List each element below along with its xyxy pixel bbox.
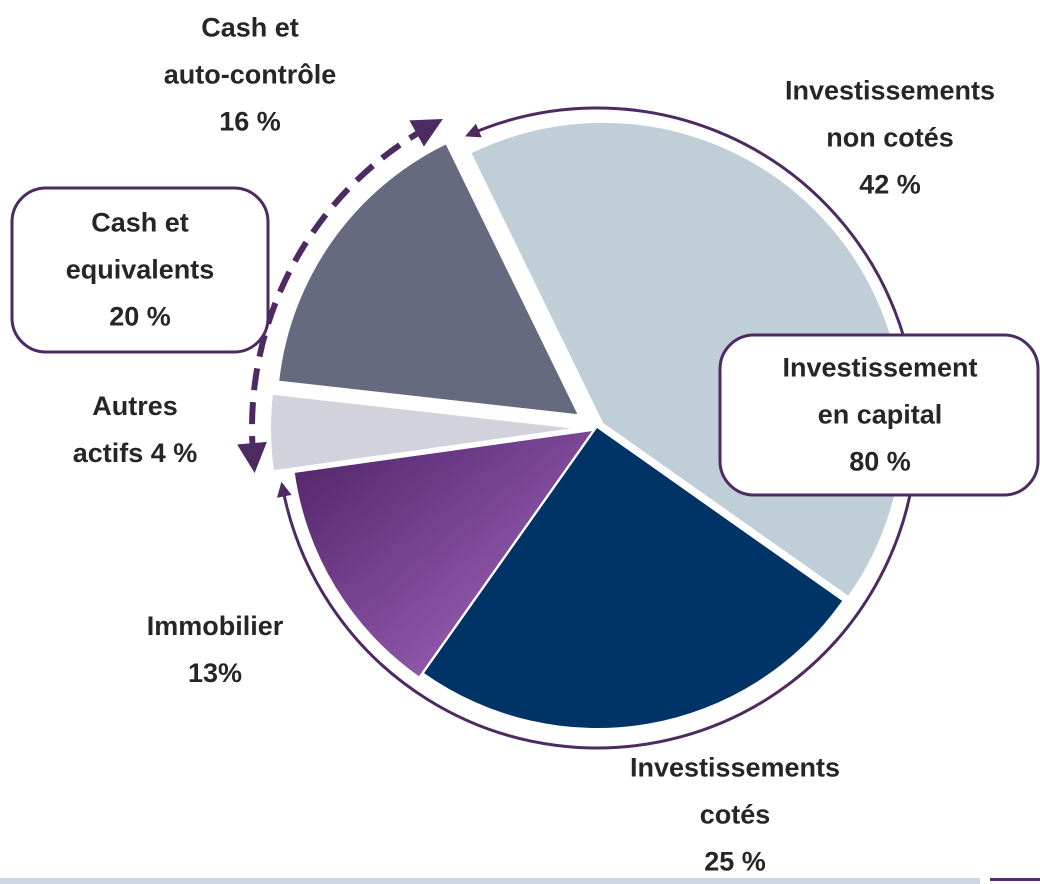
footer-strip xyxy=(0,878,980,884)
group-value: 80 % xyxy=(849,446,911,477)
slice-value: 13% xyxy=(187,658,243,688)
slice-value: 16 % xyxy=(219,106,281,137)
pie-slice xyxy=(424,428,843,729)
group-box xyxy=(718,333,1040,497)
slice-value: 25 % xyxy=(704,846,766,877)
group-name: Cash et equivalents xyxy=(65,207,215,285)
slice-label: Autres actifs 4 % xyxy=(73,383,198,477)
slice-name: Investissements non cotés xyxy=(784,75,996,153)
group-box xyxy=(10,186,270,354)
footer-accent xyxy=(990,878,1040,881)
group-label: Investissement en capital 80 % xyxy=(782,345,977,486)
slice-label: Investissements cotés 25 % xyxy=(630,745,840,884)
slice-label: Investissements non cotés 42 % xyxy=(785,68,995,209)
slice-name: Autres actifs xyxy=(72,391,178,468)
slice-name: Investissements cotés xyxy=(629,752,841,830)
group-value: 20 % xyxy=(109,301,171,332)
slice-label: Immobilier 13% xyxy=(147,603,284,697)
slice-value: 42 % xyxy=(859,169,921,200)
group-name: Investissement en capital xyxy=(782,352,978,430)
slice-label: Cash et auto-contrôle 16 % xyxy=(164,5,337,146)
slice-value: 4 % xyxy=(150,438,198,468)
group-arc xyxy=(276,106,919,750)
slice-name: Immobilier xyxy=(146,611,284,641)
slice-name: Cash et auto-contrôle xyxy=(163,12,337,90)
group-arc xyxy=(237,118,443,474)
group-label: Cash et equivalents 20 % xyxy=(66,200,215,341)
